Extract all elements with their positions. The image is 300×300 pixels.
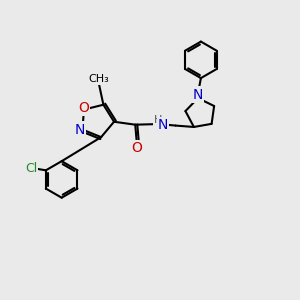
Text: N: N [75, 123, 85, 136]
Text: O: O [131, 141, 142, 155]
Text: O: O [79, 101, 89, 115]
Text: N: N [158, 118, 168, 132]
Text: CH₃: CH₃ [88, 74, 109, 84]
Text: H: H [154, 115, 163, 125]
Text: N: N [193, 88, 203, 102]
Text: Cl: Cl [25, 162, 37, 175]
